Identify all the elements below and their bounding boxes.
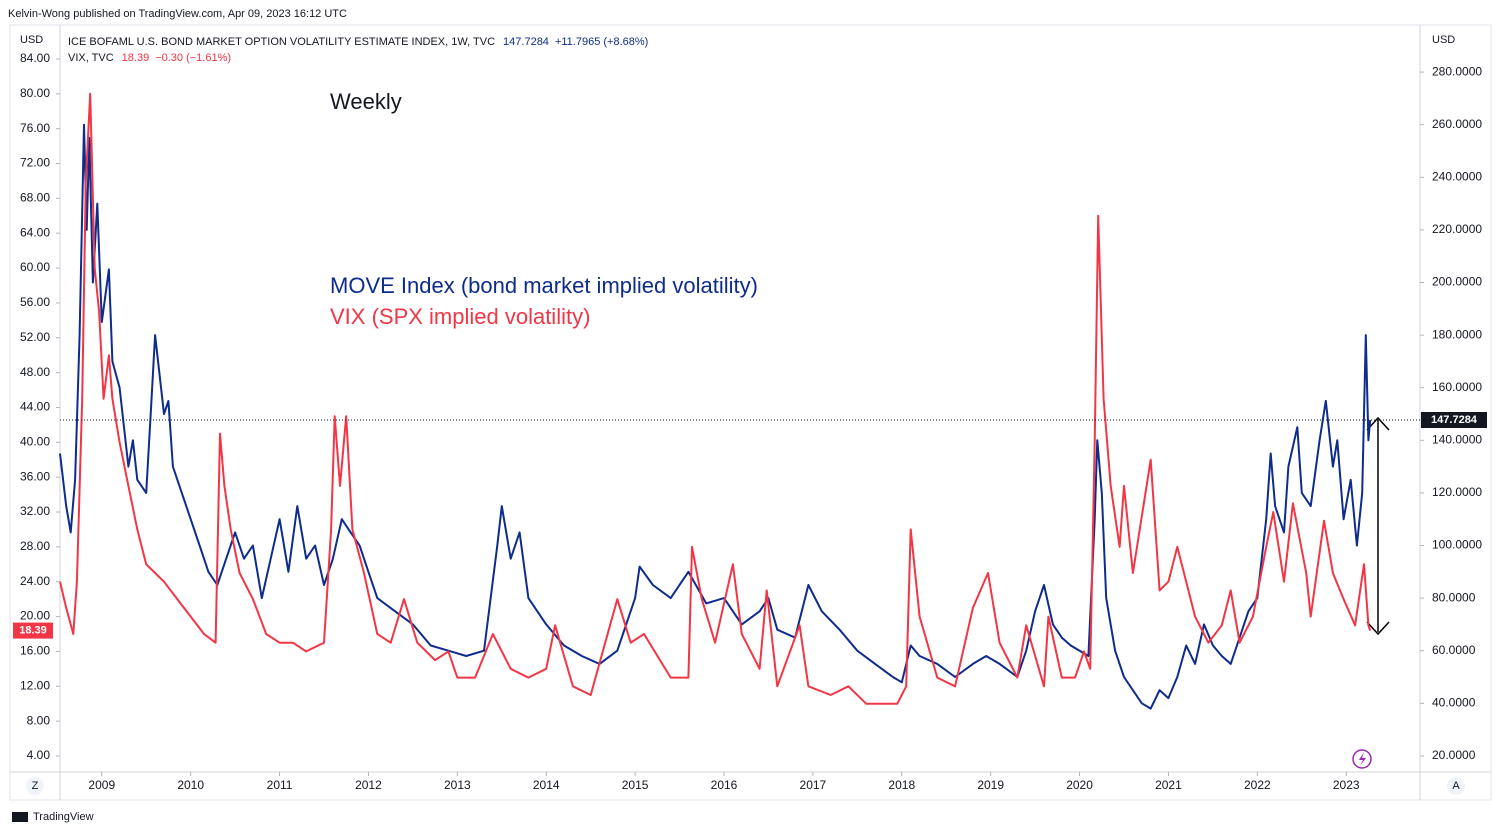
x-tick-label: 2012 <box>355 778 382 792</box>
right-axis-unit: USD <box>1432 34 1455 46</box>
y2-tick-label: 260.0000 <box>1432 117 1482 131</box>
x-tick-label: 2020 <box>1066 778 1093 792</box>
legend-change: −0.30 (−1.61%) <box>155 52 231 64</box>
event-icon-bolt <box>1359 752 1366 766</box>
x-tick-label: 2013 <box>444 778 471 792</box>
y-tick-label: 72.00 <box>20 156 50 170</box>
x-tick-label: 2010 <box>177 778 204 792</box>
y-tick-label: 16.00 <box>20 644 50 658</box>
y-tick-label: 76.00 <box>20 121 50 135</box>
y-tick-label: 8.00 <box>27 713 51 727</box>
y-tick-label: 80.00 <box>20 86 50 100</box>
series-line <box>59 123 1372 710</box>
y-tick-label: 56.00 <box>20 295 50 309</box>
legend-value: 147.7284 <box>503 36 549 48</box>
annotation-weekly: Weekly <box>330 89 402 114</box>
x-tick-label: 2009 <box>88 778 115 792</box>
x-tick-label: 2015 <box>622 778 649 792</box>
legend-entry: VIX, TVC 18.39 −0.30 (−1.61%) <box>68 52 231 64</box>
y-tick-label: 60.00 <box>20 260 50 274</box>
x-tick-label: 2021 <box>1155 778 1182 792</box>
legend-name: ICE BOFAML U.S. BOND MARKET OPTION VOLAT… <box>68 36 495 48</box>
x-tick-label: 2022 <box>1244 778 1271 792</box>
publish-header: Kelvin-Wong published on TradingView.com… <box>8 8 347 20</box>
y2-tick-label: 20.0000 <box>1432 748 1476 762</box>
y2-tick-label: 80.0000 <box>1432 590 1476 604</box>
legend-name: VIX, TVC <box>68 52 114 64</box>
annotation-vix: VIX (SPX implied volatility) <box>330 304 590 329</box>
legend-entry: ICE BOFAML U.S. BOND MARKET OPTION VOLAT… <box>68 36 648 48</box>
y-tick-label: 32.00 <box>20 504 50 518</box>
y-tick-label: 48.00 <box>20 365 50 379</box>
y-tick-label: 84.00 <box>20 51 50 65</box>
auto-button[interactable] <box>1447 777 1465 795</box>
x-tick-label: 2011 <box>267 778 293 792</box>
y2-tick-label: 280.0000 <box>1432 64 1482 78</box>
y2-tick-label: 200.0000 <box>1432 275 1482 289</box>
y-tick-label: 20.00 <box>20 609 50 623</box>
last-value-label: 147.7284 <box>1431 414 1478 426</box>
x-tick-label: 2023 <box>1333 778 1360 792</box>
y-tick-label: 64.00 <box>20 225 50 239</box>
y2-tick-label: 240.0000 <box>1432 169 1482 183</box>
legend-value: 18.39 <box>122 52 150 64</box>
footer-brand: TradingView <box>33 811 94 823</box>
y2-tick-label: 180.0000 <box>1432 327 1482 341</box>
y-tick-label: 4.00 <box>27 748 51 762</box>
x-tick-label: 2019 <box>977 778 1004 792</box>
y2-tick-label: 160.0000 <box>1432 380 1482 394</box>
series-line <box>59 92 1372 705</box>
legend-change: +11.7965 (+8.68%) <box>555 36 648 48</box>
x-tick-label: 2017 <box>800 778 827 792</box>
y2-tick-label: 220.0000 <box>1432 222 1482 236</box>
y-tick-label: 28.00 <box>20 539 50 553</box>
y2-tick-label: 40.0000 <box>1432 696 1476 710</box>
plot <box>59 92 1372 710</box>
y-tick-label: 36.00 <box>20 469 50 483</box>
y2-tick-label: 140.0000 <box>1432 432 1482 446</box>
x-tick-label: 2018 <box>888 778 915 792</box>
last-value-box <box>13 622 53 639</box>
annotation-move: MOVE Index (bond market implied volatili… <box>330 273 758 298</box>
y-tick-label: 12.00 <box>20 678 50 692</box>
last-value-label: 18.39 <box>19 625 47 637</box>
y2-tick-label: 100.0000 <box>1432 538 1482 552</box>
log-button-label[interactable]: Z <box>32 780 39 792</box>
y2-tick-label: 120.0000 <box>1432 485 1482 499</box>
y-tick-label: 24.00 <box>20 574 50 588</box>
last-value-box <box>1421 411 1487 428</box>
x-tick-label: 2016 <box>711 778 738 792</box>
event-icon[interactable] <box>1352 749 1372 769</box>
left-axis-unit: USD <box>20 34 43 46</box>
x-tick-label: 2014 <box>533 778 560 792</box>
y-tick-label: 44.00 <box>20 400 50 414</box>
y-tick-label: 52.00 <box>20 330 50 344</box>
y2-tick-label: 60.0000 <box>1432 643 1476 657</box>
log-button[interactable] <box>26 777 44 795</box>
tv-logo <box>12 812 28 822</box>
auto-button-label[interactable]: A <box>1452 780 1460 792</box>
chart-frame <box>9 24 1492 801</box>
y-tick-label: 40.00 <box>20 434 50 448</box>
y-tick-label: 68.00 <box>20 191 50 205</box>
